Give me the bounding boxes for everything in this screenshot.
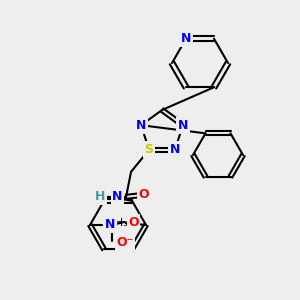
Text: H: H xyxy=(95,190,105,203)
Text: O⁻: O⁻ xyxy=(116,236,133,250)
Text: N: N xyxy=(105,218,116,232)
Text: S: S xyxy=(145,143,154,156)
Text: N: N xyxy=(136,119,146,132)
Text: O: O xyxy=(128,215,139,229)
Text: N: N xyxy=(181,32,191,45)
Text: N: N xyxy=(170,143,180,156)
Text: CH₃: CH₃ xyxy=(108,218,128,228)
Text: N: N xyxy=(178,119,188,132)
Text: N: N xyxy=(112,190,122,203)
Text: O: O xyxy=(139,188,149,201)
